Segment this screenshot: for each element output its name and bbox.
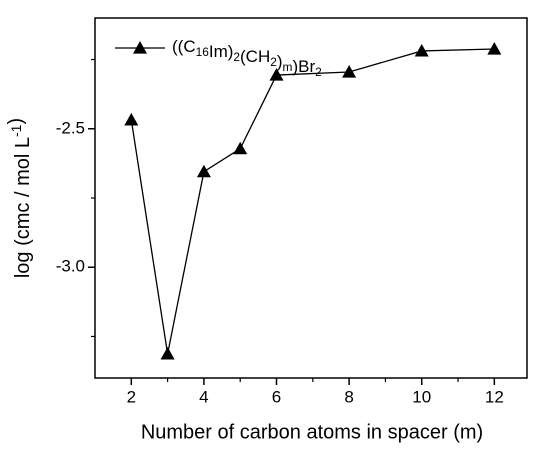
y-tick-label: -2.5 — [56, 118, 85, 137]
marker — [196, 164, 211, 178]
marker — [342, 65, 357, 78]
marker — [414, 43, 429, 57]
series-line — [130, 48, 495, 355]
marker — [160, 346, 175, 360]
legend-marker — [133, 41, 147, 54]
y-tick-label: -3.0 — [56, 257, 85, 276]
x-tick-label: 12 — [485, 387, 504, 406]
legend-label: ((C16Im)2(CH2)m)Br2 — [172, 37, 322, 79]
x-tick-label: 6 — [272, 387, 281, 406]
x-tick-label: 8 — [344, 387, 353, 406]
marker — [487, 42, 502, 55]
y-axis-title: log (cmc / mol L-1) — [5, 118, 34, 278]
x-axis-title: Number of carbon atoms in spacer (m) — [141, 421, 483, 443]
x-tick-label: 2 — [127, 387, 136, 406]
marker — [233, 141, 248, 155]
marker — [124, 112, 139, 126]
x-tick-label: 4 — [199, 387, 208, 406]
x-tick-label: 10 — [412, 387, 431, 406]
marker — [269, 68, 284, 81]
